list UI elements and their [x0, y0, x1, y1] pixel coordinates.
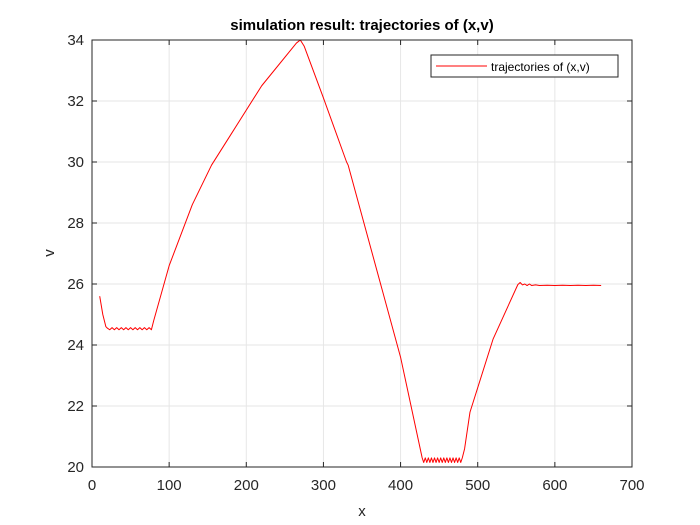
x-tick-label: 100 — [157, 477, 182, 494]
chart-title: simulation result: trajectories of (x,v) — [230, 17, 493, 34]
x-tick-label: 500 — [465, 477, 490, 494]
series-layer — [99, 39, 602, 463]
y-tick-label: 30 — [67, 154, 84, 171]
legend-entry-label: trajectories of (x,v) — [491, 60, 590, 74]
x-tick-label: 0 — [88, 477, 96, 494]
axes-box — [91, 39, 633, 468]
y-tick-label: 28 — [67, 215, 84, 232]
x-axis-label: x — [358, 503, 366, 520]
y-tick-label: 20 — [67, 459, 84, 476]
y-tick-label: 24 — [67, 337, 84, 354]
y-tick-label: 32 — [67, 93, 84, 110]
tick-labels: 0 100 200 300 400 500 600 700 20 22 24 26 28 30 32 34 — [67, 32, 644, 494]
x-tick-label: 300 — [311, 477, 336, 494]
y-tick-label: 26 — [67, 276, 84, 293]
x-tick-label: 700 — [619, 477, 644, 494]
grid — [92, 40, 632, 467]
x-tick-label: 600 — [542, 477, 567, 494]
legend: trajectories of (x,v) — [430, 54, 619, 78]
x-tick-label: 400 — [388, 477, 413, 494]
y-axis-label: v — [41, 249, 58, 257]
y-tick-label: 22 — [67, 398, 84, 415]
series-line-0 — [99, 39, 602, 463]
y-tick-label: 34 — [67, 32, 84, 49]
x-tick-label: 200 — [234, 477, 259, 494]
plot-area — [92, 40, 632, 467]
ticks — [91, 39, 633, 468]
legend-box — [430, 54, 619, 78]
